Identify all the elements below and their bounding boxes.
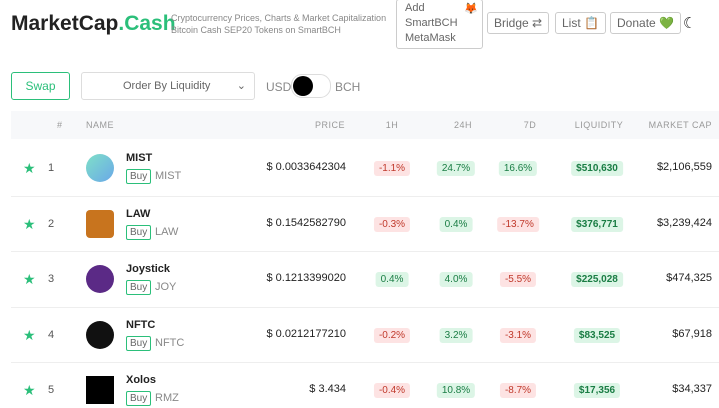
column-header: MARKET CAP (648, 120, 712, 130)
column-header: 7D (523, 120, 537, 130)
change-h24: 0.4% (439, 216, 473, 232)
market-cap: $67,918 (672, 327, 712, 340)
token-name[interactable]: MIST (126, 152, 153, 164)
order-select[interactable]: Order By Liquidity ⌄ (81, 72, 255, 100)
favorite-star[interactable]: ★ (23, 160, 36, 176)
change-h24: 24.7% (436, 161, 476, 176)
change-d7: 16.6% (498, 161, 538, 176)
metamask-label: Add SmartBCH MetaMask (405, 2, 458, 44)
token-name[interactable]: LAW (126, 207, 151, 220)
liquidity: $17,356 (573, 383, 621, 398)
change-h24: 3.2% (439, 327, 473, 343)
token-icon (86, 265, 114, 293)
token-symbol: JOY (155, 281, 177, 293)
donate-button[interactable]: Donate 💚 (610, 12, 681, 34)
token-symbol: NFTC (155, 336, 185, 349)
price: $ 0.1542582790 (266, 216, 346, 229)
currency-usd: USD (266, 80, 292, 94)
change-d7: -5.5% (499, 272, 537, 287)
change-h1: -0.3% (373, 216, 411, 232)
donate-label: Donate (617, 16, 656, 30)
column-header: # (57, 120, 63, 130)
rank: 1 (48, 162, 55, 174)
list-button[interactable]: List 📋 (555, 12, 606, 34)
rank: 3 (48, 273, 55, 285)
price: $ 3.434 (309, 383, 346, 395)
change-h1: -0.2% (373, 327, 411, 343)
column-header: LIQUIDITY (574, 120, 624, 130)
change-h24: 10.8% (436, 383, 476, 398)
change-d7: -13.7% (497, 216, 539, 232)
price: $ 0.0033642304 (266, 161, 346, 173)
market-cap: $34,337 (672, 383, 712, 395)
buy-button[interactable]: Buy (126, 169, 152, 184)
token-symbol: LAW (155, 225, 179, 238)
row-divider (11, 195, 719, 197)
token-icon (86, 376, 114, 404)
currency-toggle[interactable] (291, 74, 331, 98)
buy-button[interactable]: Buy (126, 391, 152, 406)
favorite-star[interactable]: ★ (23, 326, 36, 343)
market-cap: $2,106,559 (656, 161, 712, 173)
liquidity: $225,028 (571, 272, 623, 287)
column-header: PRICE (314, 120, 345, 130)
favorite-star[interactable]: ★ (23, 382, 36, 398)
liquidity: $376,771 (571, 216, 623, 232)
row-divider (11, 306, 719, 308)
token-icon (86, 320, 114, 349)
liquidity: $510,630 (571, 161, 623, 176)
bridge-label: Bridge (494, 16, 529, 30)
rank: 5 (48, 384, 55, 396)
change-h1: -0.4% (373, 383, 411, 398)
buy-button[interactable]: Buy (126, 280, 152, 295)
brand[interactable]: MarketCap.Cash (11, 12, 176, 36)
token-symbol: MIST (155, 170, 182, 182)
market-cap: $474,325 (666, 272, 712, 284)
rank: 4 (48, 328, 55, 341)
brand-main: MarketCap (11, 12, 119, 35)
favorite-star[interactable]: ★ (23, 271, 36, 287)
row-divider (11, 362, 719, 363)
brand-accent: .Cash (118, 12, 176, 35)
rank: 2 (48, 217, 55, 230)
buy-button[interactable]: Buy (126, 224, 152, 240)
list-label: List (562, 16, 581, 30)
column-header: 1H (385, 120, 399, 130)
token-name[interactable]: Xolos (126, 374, 156, 386)
favorite-star[interactable]: ★ (23, 215, 36, 232)
change-h24: 4.0% (439, 272, 473, 287)
bridge-button[interactable]: Bridge ⇄ (487, 12, 550, 34)
column-header: 24H (453, 120, 473, 130)
table-header (11, 111, 719, 139)
order-label: Order By Liquidity (123, 80, 211, 92)
token-icon (86, 154, 114, 182)
price: $ 0.0212177210 (266, 327, 346, 340)
change-h1: -1.1% (373, 161, 411, 176)
metamask-button[interactable]: Add SmartBCH MetaMask 🦊 (396, 0, 483, 49)
tagline: Cryptocurrency Prices, Charts & Market C… (171, 12, 386, 36)
price: $ 0.1213399020 (266, 272, 346, 284)
token-symbol: RMZ (155, 392, 179, 404)
row-divider (11, 251, 719, 252)
change-d7: -3.1% (499, 327, 537, 343)
token-name[interactable]: Joystick (126, 263, 171, 275)
tagline-1: Cryptocurrency Prices, Charts & Market C… (171, 13, 387, 23)
buy-button[interactable]: Buy (126, 335, 152, 351)
tagline-2: Bitcoin Cash SEP20 Tokens on SmartBCH (171, 25, 341, 35)
token-icon (86, 209, 114, 238)
token-name[interactable]: NFTC (126, 318, 156, 331)
change-d7: -8.7% (499, 383, 537, 398)
dark-mode-toggle[interactable]: ☾ (683, 15, 697, 32)
swap-button[interactable]: Swap (11, 72, 70, 100)
liquidity: $83,525 (573, 327, 621, 343)
market-cap: $3,239,424 (656, 216, 712, 229)
currency-bch: BCH (335, 80, 361, 94)
change-h1: 0.4% (375, 272, 409, 287)
column-header: NAME (86, 120, 115, 130)
